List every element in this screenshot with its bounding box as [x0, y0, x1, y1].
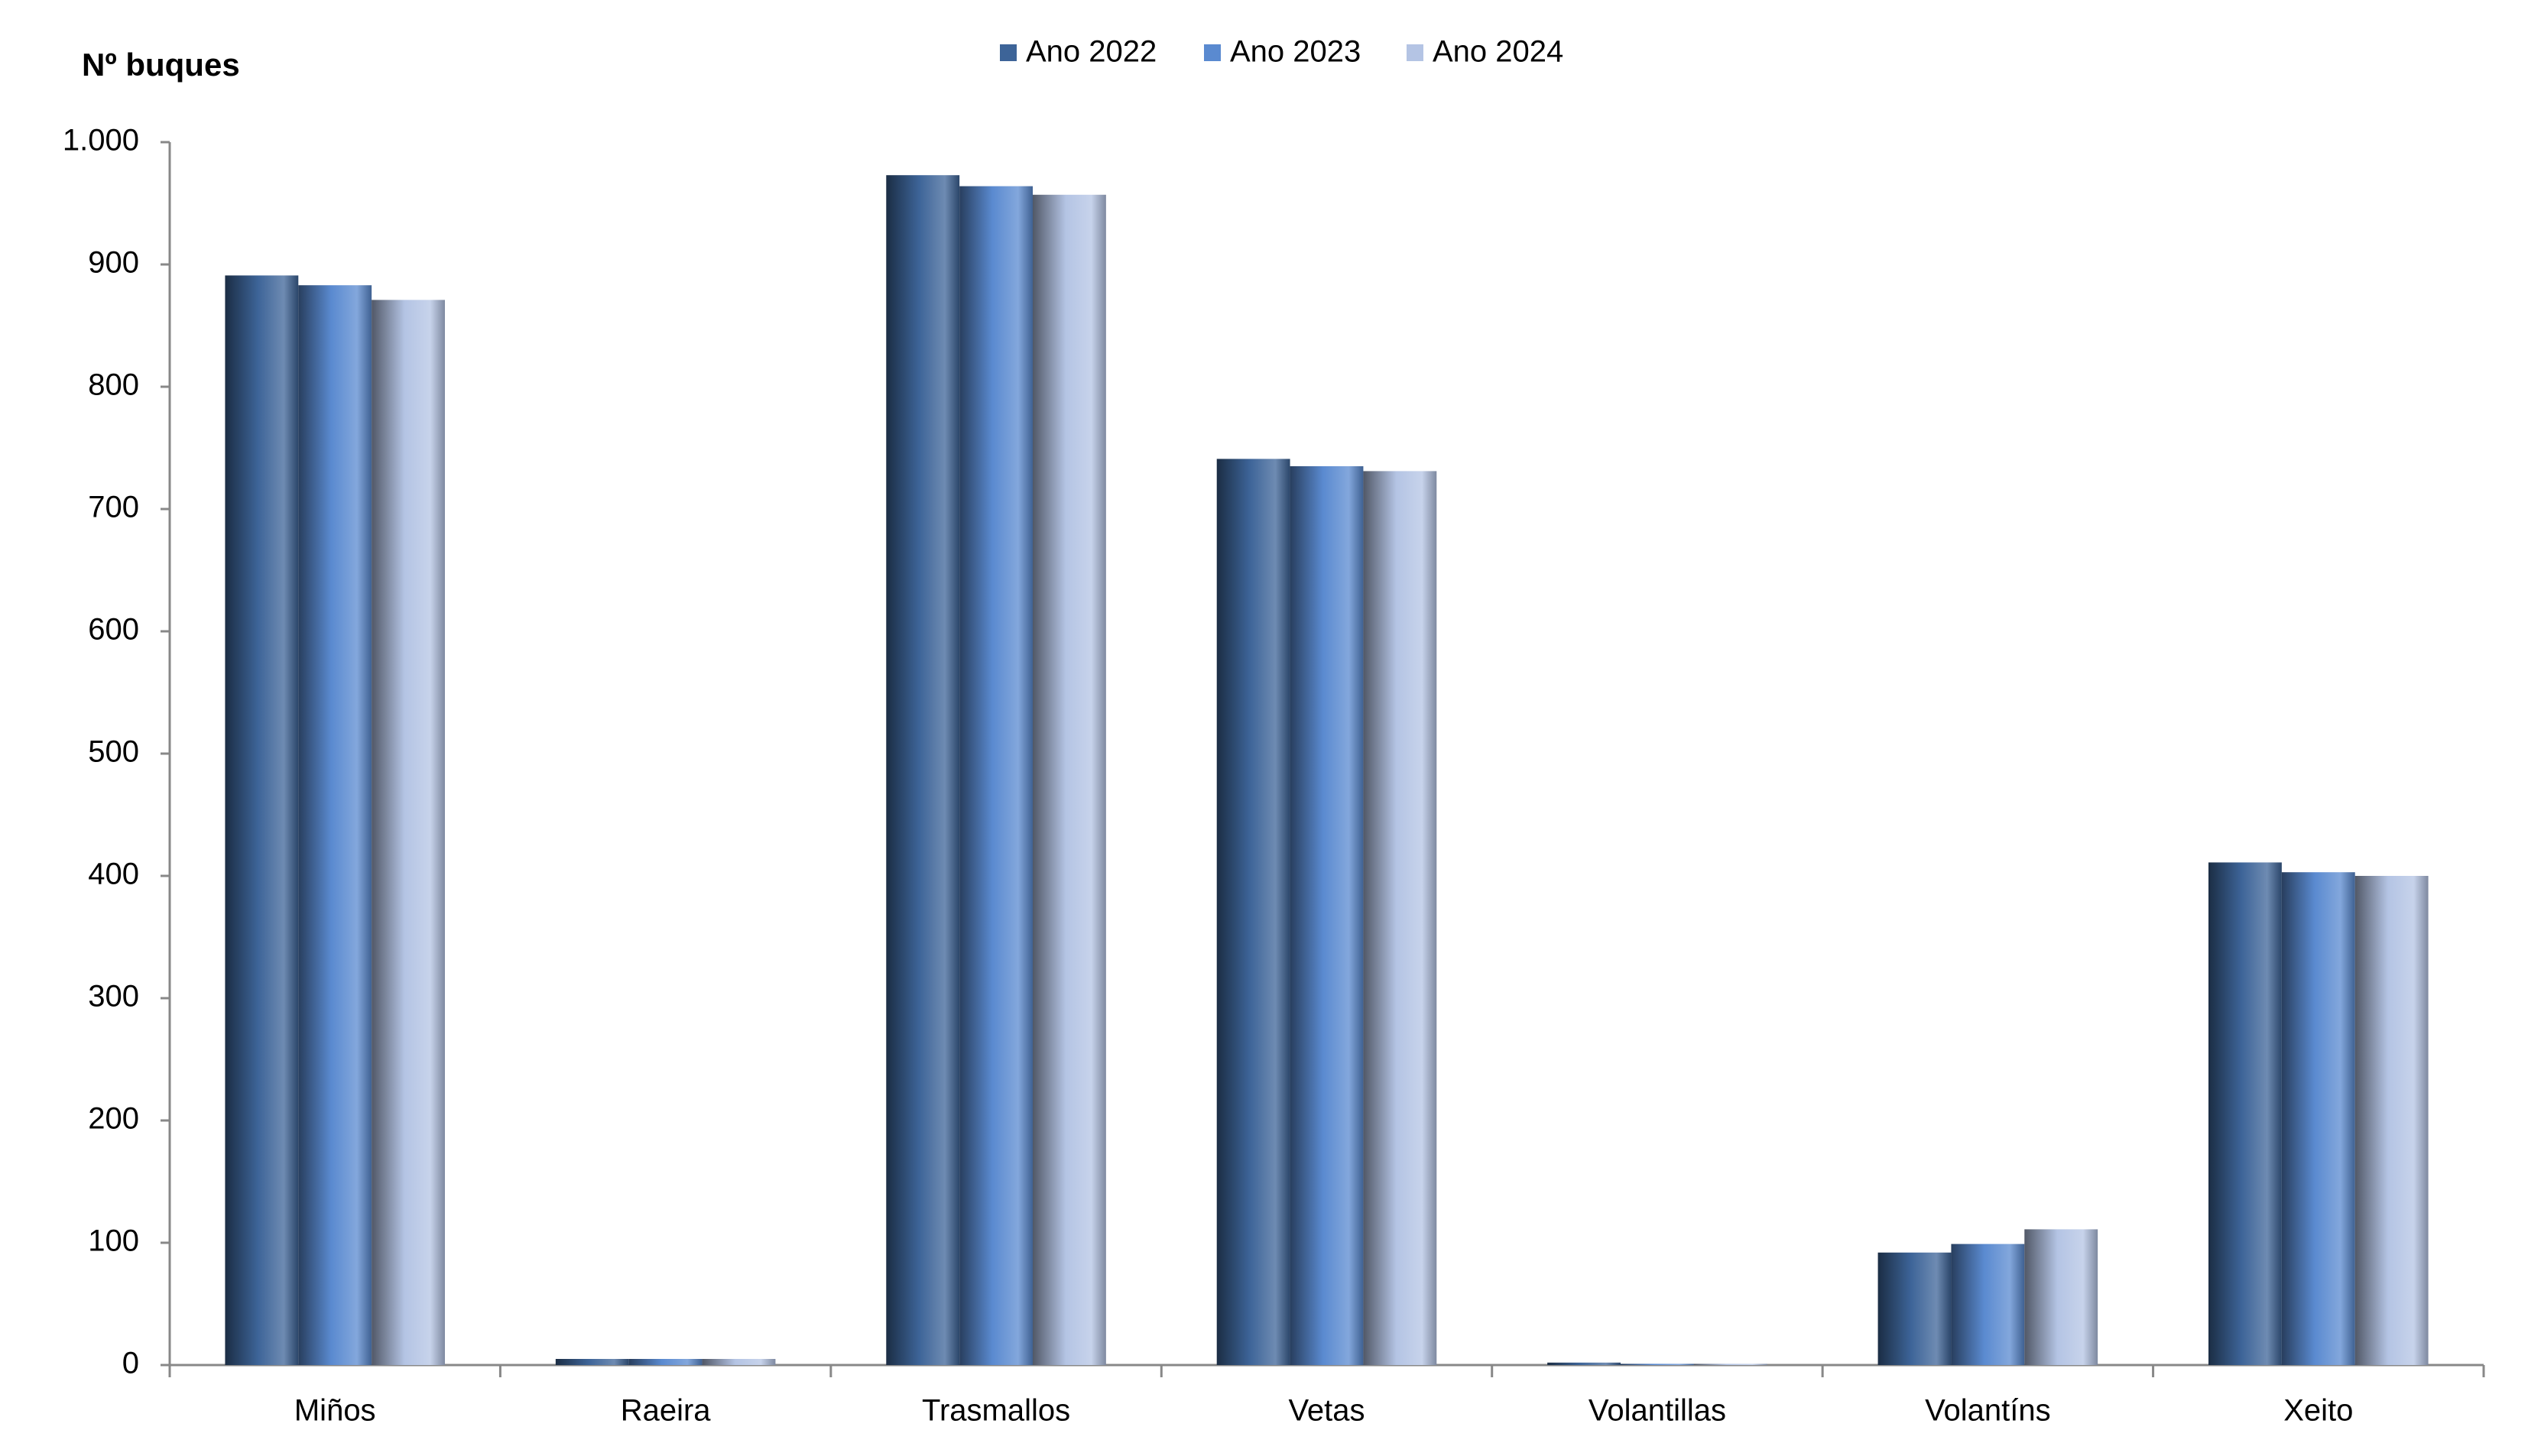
- y-tick-label: 600: [88, 613, 139, 647]
- x-tick-label: Vetas: [1288, 1394, 1365, 1428]
- bar: [959, 186, 1033, 1366]
- bar: [1693, 1364, 1767, 1365]
- bar: [1877, 1252, 1952, 1365]
- bar: [2208, 862, 2282, 1365]
- y-tick-label: 0: [122, 1347, 139, 1380]
- y-tick-label: 300: [88, 980, 139, 1013]
- x-tick-label: Trasmallos: [922, 1394, 1070, 1428]
- bar: [1547, 1362, 1621, 1365]
- bar: [225, 275, 299, 1365]
- bar: [2354, 876, 2429, 1365]
- x-tick-label: Volantillas: [1589, 1394, 1726, 1428]
- bar: [372, 300, 445, 1365]
- y-axis-title: Nº buques: [82, 47, 240, 83]
- y-tick-label: 500: [88, 735, 139, 769]
- bar: [1290, 466, 1364, 1365]
- bar: [2024, 1229, 2098, 1365]
- y-tick-label: 200: [88, 1102, 139, 1136]
- legend-swatch: [1204, 44, 1221, 61]
- y-tick-label: 100: [88, 1224, 139, 1258]
- legend-label: Ano 2023: [1230, 35, 1361, 69]
- bar: [1216, 459, 1290, 1365]
- y-tick-label: 700: [88, 491, 139, 524]
- x-tick-label: Xeito: [2283, 1394, 2353, 1428]
- bar: [1621, 1364, 1694, 1365]
- bar: [702, 1359, 776, 1365]
- y-tick-label: 400: [88, 858, 139, 891]
- bar: [1363, 471, 1437, 1365]
- legend-swatch: [1000, 44, 1017, 61]
- x-tick-label: Raeira: [621, 1394, 712, 1428]
- bar: [298, 285, 372, 1366]
- bar: [886, 175, 960, 1366]
- legend-swatch: [1407, 44, 1423, 61]
- legend-label: Ano 2022: [1026, 35, 1157, 69]
- bar: [555, 1359, 629, 1365]
- legend-label: Ano 2024: [1433, 35, 1563, 69]
- x-tick-label: Miños: [294, 1394, 376, 1428]
- x-tick-label: Volantíns: [1925, 1394, 2051, 1428]
- bar: [1951, 1244, 2025, 1365]
- bar: [2281, 872, 2355, 1365]
- bar: [628, 1359, 703, 1365]
- y-tick-label: 800: [88, 368, 139, 402]
- bar: [1032, 194, 1106, 1365]
- y-tick-label: 900: [88, 246, 139, 280]
- y-tick-label: 1.000: [63, 124, 139, 157]
